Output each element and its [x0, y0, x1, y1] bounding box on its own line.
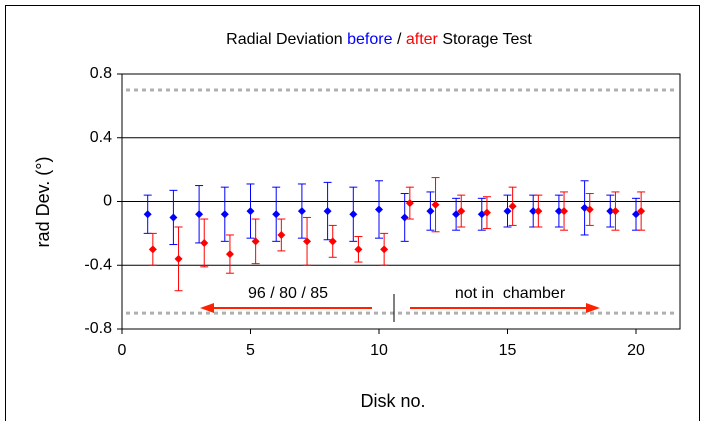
point: [534, 207, 543, 216]
point: [143, 210, 152, 219]
x-axis-label: Disk no.: [360, 391, 425, 411]
point: [554, 207, 563, 216]
point: [303, 237, 312, 246]
y-axis-label: rad Dev. (°): [33, 157, 53, 248]
point: [272, 210, 281, 219]
point: [585, 205, 594, 214]
y-tick-label: 0.8: [90, 65, 112, 82]
point: [503, 207, 512, 216]
point: [297, 207, 306, 216]
point: [431, 200, 440, 209]
point: [174, 254, 183, 263]
arrowhead: [200, 303, 214, 313]
point: [405, 199, 414, 208]
point: [349, 210, 358, 219]
point: [637, 207, 646, 216]
x-tick-label: 0: [118, 342, 127, 359]
point: [426, 207, 435, 216]
title-series: after: [406, 31, 439, 48]
title-part: /: [397, 31, 402, 48]
point: [195, 210, 204, 219]
annotation: 96 / 80 / 85: [248, 285, 328, 302]
point: [323, 207, 332, 216]
x-tick-label: 10: [370, 342, 388, 359]
point: [225, 250, 234, 259]
y-tick-label: -0.4: [84, 256, 112, 273]
y-tick-label: 0.4: [90, 129, 112, 146]
y-tick-label: -0.8: [84, 320, 112, 337]
title-part: Storage Test: [442, 31, 532, 48]
x-tick-label: 15: [499, 342, 517, 359]
arrowhead: [586, 303, 600, 313]
point: [380, 245, 389, 254]
point: [457, 207, 466, 216]
point: [508, 202, 517, 211]
point: [148, 245, 157, 254]
point: [169, 213, 178, 222]
point: [606, 207, 615, 216]
point: [200, 238, 209, 247]
x-tick-label: 20: [627, 342, 645, 359]
annotation: not in chamber: [455, 285, 566, 302]
point: [560, 207, 569, 216]
x-tick-label: 5: [246, 342, 255, 359]
point: [251, 237, 260, 246]
y-tick-label: 0: [103, 193, 112, 210]
point: [375, 205, 383, 214]
point: [632, 210, 640, 219]
point: [328, 237, 337, 246]
point: [246, 207, 255, 216]
point: [277, 230, 286, 239]
point: [529, 207, 538, 216]
point: [220, 210, 229, 219]
point: [452, 210, 461, 219]
title-part: Radial Deviation: [226, 31, 343, 48]
point: [354, 245, 363, 254]
point: [611, 207, 620, 216]
title-series: before: [347, 31, 392, 48]
chart-title: Radial Deviation before / after Storage …: [226, 31, 532, 48]
point: [482, 208, 491, 217]
